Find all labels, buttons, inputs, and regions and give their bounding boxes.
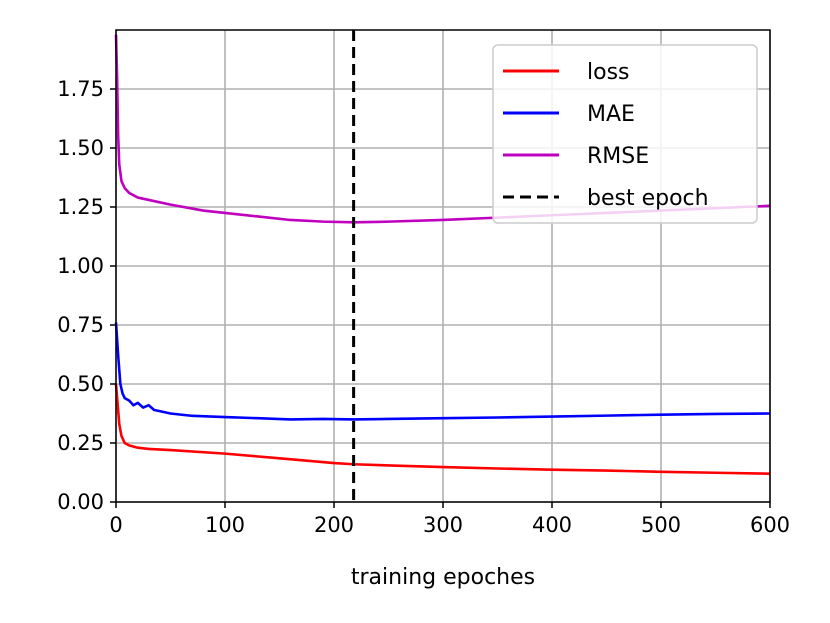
series-line-loss [114, 383, 771, 475]
y-tick-label-4: 1.00 [57, 254, 104, 278]
legend-box [492, 44, 758, 224]
y-tick-label-5: 1.25 [57, 195, 104, 219]
x-axis-label: training epoches [351, 565, 535, 590]
y-tick-label-2: 0.50 [57, 372, 104, 396]
x-tick-label-0: 0 [109, 513, 122, 537]
legend-label-loss: loss [587, 60, 630, 85]
x-tick-label-4: 400 [532, 513, 572, 537]
x-tick-label-2: 200 [314, 513, 354, 537]
legend: loss MAE RMSE best epoch [492, 44, 758, 224]
x-tick-label-5: 500 [641, 513, 681, 537]
y-tick-label-6: 1.50 [57, 136, 104, 160]
legend-label-rmse: RMSE [587, 144, 649, 169]
y-tick-label-3: 0.75 [57, 313, 104, 337]
x-tick-label-1: 100 [205, 513, 245, 537]
y-tick-label-1: 0.25 [57, 431, 104, 455]
legend-label-mae: MAE [587, 102, 635, 127]
y-tick-label-7: 1.75 [57, 77, 104, 101]
legend-label-best-epoch: best epoch [587, 186, 709, 211]
series-line-mae [114, 322, 771, 421]
y-tick-label-0: 0.00 [57, 490, 104, 514]
x-tick-label-3: 300 [423, 513, 463, 537]
ticks-layer: 0 100 200 300 400 500 600 0.00 0.25 0.50 0.75 1.00 1… [57, 77, 790, 537]
x-tick-label-6: 600 [750, 513, 790, 537]
